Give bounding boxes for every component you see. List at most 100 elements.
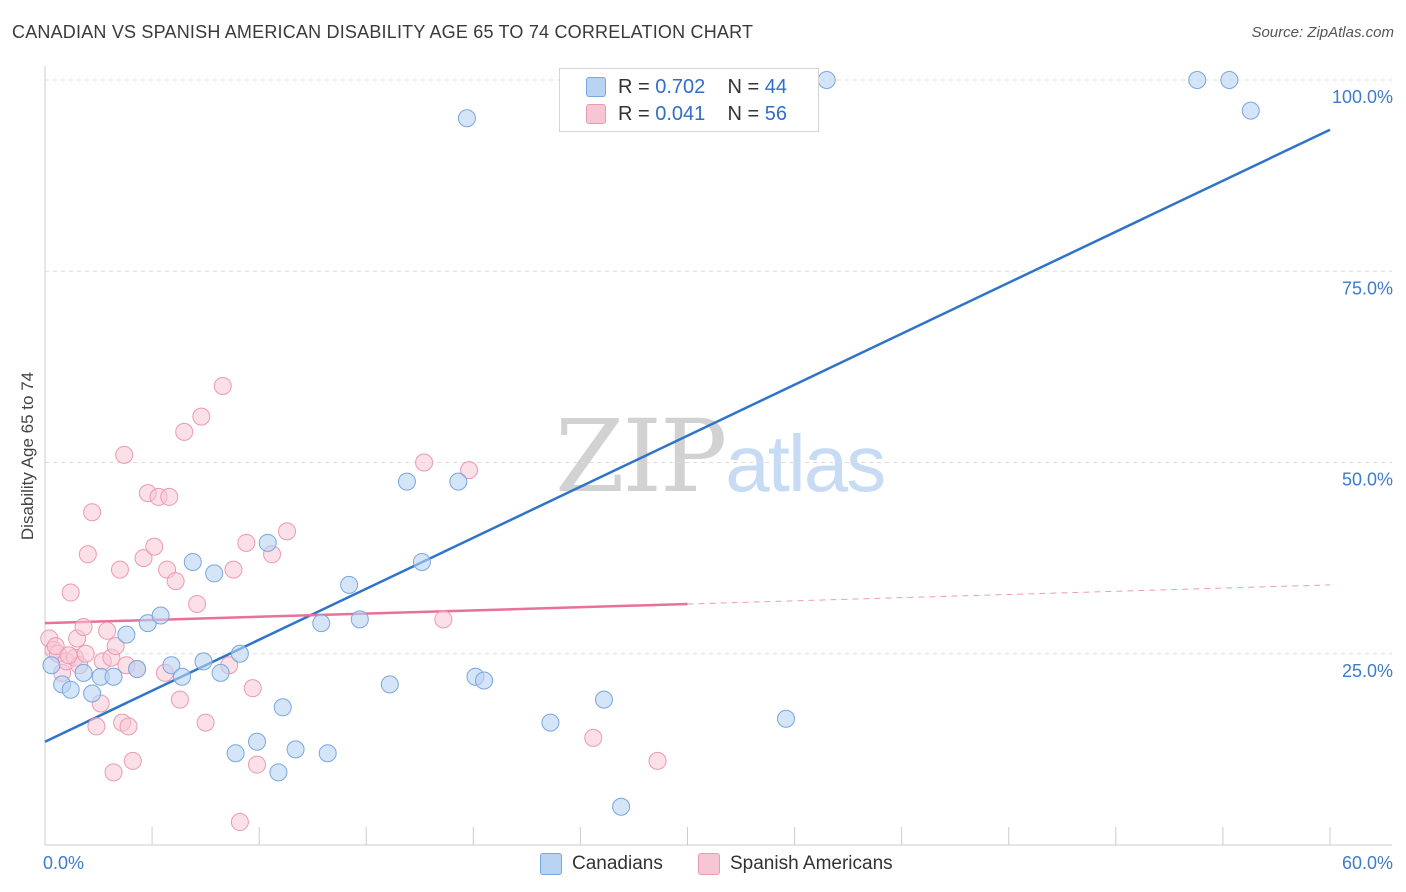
point-spanish-american xyxy=(119,717,138,736)
point-spanish-american xyxy=(76,644,95,663)
point-canadian xyxy=(312,614,331,633)
point-canadian xyxy=(194,652,213,671)
tick-labels: 100.0% 75.0% 50.0% 25.0% 0.0% 60.0% xyxy=(43,87,1393,873)
point-spanish-american xyxy=(74,617,93,636)
axis-ticks xyxy=(44,827,1331,845)
point-canadian xyxy=(1188,71,1207,89)
point-canadian xyxy=(340,575,359,594)
point-spanish-american xyxy=(278,522,297,541)
chart-title: CANADIAN VS SPANISH AMERICAN DISABILITY … xyxy=(12,22,754,42)
y-tick-label-1: 75.0% xyxy=(1342,278,1393,298)
point-spanish-american xyxy=(46,637,65,656)
point-spanish-american xyxy=(196,713,215,732)
point-spanish-american xyxy=(166,572,185,591)
point-spanish-american xyxy=(460,461,479,480)
legend-label-spanish-americans: Spanish Americans xyxy=(730,853,893,874)
point-canadian xyxy=(594,690,613,709)
point-canadian xyxy=(412,552,431,571)
x-tick-label-0: 0.0% xyxy=(43,853,84,873)
legend-item-spanish-americans[interactable]: Spanish Americans xyxy=(698,852,893,876)
point-spanish-american xyxy=(87,717,106,736)
point-canadian xyxy=(151,606,170,625)
point-spanish-american xyxy=(237,533,256,552)
point-canadian xyxy=(230,644,249,663)
point-canadian xyxy=(269,763,288,782)
grid-lines xyxy=(45,79,1392,655)
point-canadian xyxy=(449,472,468,491)
point-spanish-american xyxy=(59,646,78,665)
point-canadian xyxy=(211,663,230,682)
correlation-legend: R = 0.702 N = 44 R = 0.041 N = 56 xyxy=(559,68,819,132)
point-spanish-american xyxy=(145,537,164,556)
legend-swatch-spanish-americans xyxy=(586,104,606,124)
point-spanish-american xyxy=(160,487,179,506)
point-spanish-american xyxy=(648,751,667,770)
point-canadian xyxy=(817,71,836,89)
point-spanish-american xyxy=(243,679,262,698)
source-label: Source: ZipAtlas.com xyxy=(1251,24,1394,41)
legend-item-canadians[interactable]: Canadians xyxy=(540,852,663,876)
legend-swatch-spanish-americans-bottom xyxy=(698,853,720,875)
point-spanish-american xyxy=(175,422,194,441)
point-spanish-american xyxy=(110,560,129,579)
legend-stats-spanish-americans: R = 0.041 N = 56 xyxy=(618,102,788,125)
point-spanish-american xyxy=(98,621,117,640)
point-canadian xyxy=(318,744,337,763)
trendline-spanish-americans-extrapolated xyxy=(687,584,1331,605)
point-canadian xyxy=(61,680,80,699)
point-spanish-american xyxy=(248,755,267,774)
point-spanish-american xyxy=(192,407,211,426)
point-canadian xyxy=(83,684,102,703)
point-spanish-american xyxy=(78,545,97,564)
point-spanish-american xyxy=(415,453,434,472)
point-canadian xyxy=(350,610,369,629)
point-spanish-american xyxy=(83,503,102,522)
point-spanish-american xyxy=(123,751,142,770)
point-canadian xyxy=(117,625,136,644)
point-spanish-american xyxy=(61,583,80,602)
y-tick-label-0: 100.0% xyxy=(1332,87,1393,107)
series-canadians xyxy=(42,71,1260,816)
axes xyxy=(44,66,1392,846)
point-spanish-american xyxy=(115,445,134,464)
point-canadian xyxy=(777,709,796,728)
y-tick-label-2: 50.0% xyxy=(1342,470,1393,490)
x-tick-label-1: 60.0% xyxy=(1342,853,1393,873)
point-canadian xyxy=(273,698,292,717)
y-tick-label-3: 25.0% xyxy=(1342,661,1393,681)
point-canadian xyxy=(1241,101,1260,120)
point-canadian xyxy=(612,797,631,816)
point-spanish-american xyxy=(213,377,232,395)
point-canadian xyxy=(173,667,192,686)
point-spanish-american xyxy=(134,549,153,568)
legend-swatch-canadians-bottom xyxy=(540,853,562,875)
point-canadian xyxy=(42,656,61,675)
point-canadian xyxy=(162,656,181,675)
point-spanish-american xyxy=(104,763,123,782)
point-canadian xyxy=(226,744,245,763)
point-canadian xyxy=(258,533,277,552)
point-canadian xyxy=(74,663,93,682)
point-canadian xyxy=(286,740,305,759)
point-spanish-american xyxy=(230,813,249,832)
point-canadian xyxy=(128,660,147,679)
point-canadian xyxy=(397,472,416,491)
point-spanish-american xyxy=(188,595,207,614)
legend-stats-canadians: R = 0.702 N = 44 xyxy=(618,75,788,98)
series-spanish-americans xyxy=(40,377,667,832)
point-canadian xyxy=(457,109,476,128)
legend-swatch-canadians xyxy=(586,77,606,97)
point-canadian xyxy=(248,732,267,751)
point-canadian xyxy=(104,667,123,686)
point-canadian xyxy=(1220,71,1239,89)
point-canadian xyxy=(475,671,494,690)
point-spanish-american xyxy=(224,560,243,579)
legend-label-canadians: Canadians xyxy=(572,853,663,874)
point-canadian xyxy=(183,552,202,571)
watermark-atlas: atlas xyxy=(725,419,886,508)
point-spanish-american xyxy=(434,610,453,629)
trendline-canadians xyxy=(44,128,1331,743)
point-canadian xyxy=(541,713,560,732)
watermark: ZIPatlas xyxy=(555,398,886,515)
